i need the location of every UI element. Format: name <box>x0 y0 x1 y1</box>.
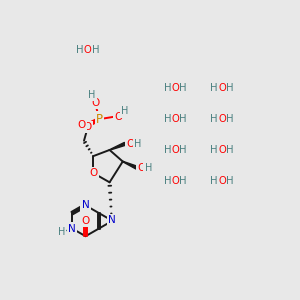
Text: O: O <box>114 112 122 122</box>
Text: O: O <box>172 176 179 186</box>
Text: O: O <box>218 145 226 155</box>
Text: H: H <box>179 145 187 155</box>
Text: O: O <box>218 83 226 93</box>
Text: H: H <box>226 83 233 93</box>
Text: N: N <box>82 200 89 210</box>
Polygon shape <box>123 161 137 169</box>
Text: H: H <box>164 176 172 186</box>
Text: H: H <box>211 83 218 93</box>
Text: O: O <box>78 120 86 130</box>
Text: O: O <box>126 139 135 149</box>
Text: H: H <box>179 114 187 124</box>
Text: H: H <box>164 145 172 155</box>
Text: H: H <box>58 227 65 237</box>
Text: O: O <box>89 168 98 178</box>
Text: O: O <box>218 114 226 124</box>
Text: O: O <box>84 45 92 55</box>
Text: O: O <box>137 163 146 173</box>
Text: O: O <box>218 176 226 186</box>
Text: O: O <box>172 145 179 155</box>
Text: H: H <box>211 145 218 155</box>
Text: H: H <box>164 114 172 124</box>
Text: H: H <box>179 83 187 93</box>
Text: H: H <box>164 83 172 93</box>
Text: P: P <box>96 113 103 126</box>
Text: N: N <box>108 215 116 225</box>
Text: H: H <box>122 106 129 116</box>
Text: O: O <box>172 83 179 93</box>
Text: H: H <box>145 163 152 173</box>
Text: N: N <box>68 224 76 233</box>
Text: O: O <box>172 114 179 124</box>
Text: H: H <box>134 139 141 149</box>
Text: N: N <box>108 216 116 226</box>
Text: H: H <box>226 114 233 124</box>
Text: H: H <box>226 176 233 186</box>
Text: O: O <box>84 122 92 132</box>
Text: H: H <box>92 45 99 55</box>
Text: H: H <box>211 114 218 124</box>
Text: H: H <box>226 145 233 155</box>
Text: H: H <box>88 89 95 100</box>
Text: H: H <box>211 176 218 186</box>
Text: H: H <box>76 45 84 55</box>
Text: O: O <box>81 216 90 226</box>
Polygon shape <box>110 142 126 150</box>
Text: O: O <box>92 98 100 108</box>
Text: H: H <box>179 176 187 186</box>
